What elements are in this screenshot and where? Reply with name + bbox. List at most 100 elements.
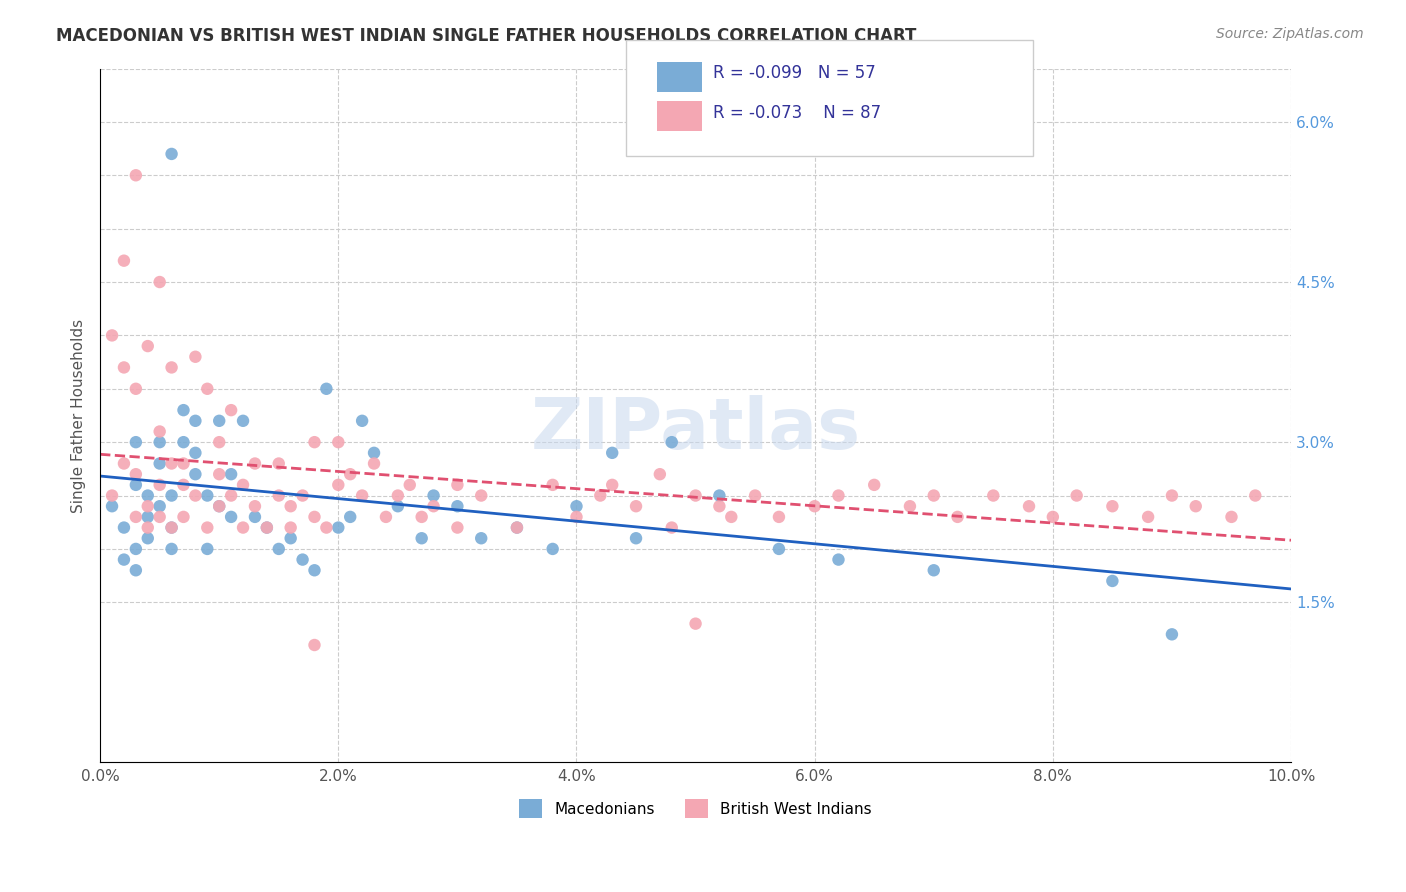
Point — [1042, 509, 1064, 524]
Point — [219, 403, 242, 417]
Point — [136, 509, 159, 524]
Point — [195, 520, 218, 534]
Point — [219, 489, 242, 503]
Point — [243, 509, 266, 524]
Point — [125, 435, 148, 450]
Point — [1161, 627, 1184, 641]
Point — [149, 478, 172, 492]
Point — [315, 520, 337, 534]
Point — [374, 509, 396, 524]
Point — [768, 541, 790, 556]
Point — [398, 478, 420, 492]
Point — [352, 414, 374, 428]
Point — [101, 500, 124, 514]
Point — [173, 457, 195, 471]
Point — [446, 520, 468, 534]
Point — [470, 489, 492, 503]
Point — [149, 509, 172, 524]
Point — [898, 500, 921, 514]
Point — [125, 168, 148, 182]
Point — [328, 478, 350, 492]
Y-axis label: Single Father Households: Single Father Households — [72, 318, 86, 513]
Point — [363, 446, 385, 460]
Point — [304, 435, 326, 450]
Point — [136, 520, 159, 534]
Point — [506, 520, 529, 534]
Point — [256, 520, 278, 534]
Point — [709, 500, 731, 514]
Point — [446, 500, 468, 514]
Point — [149, 457, 172, 471]
Point — [173, 435, 195, 450]
Point — [256, 520, 278, 534]
Point — [219, 467, 242, 482]
Point — [1220, 509, 1243, 524]
Point — [267, 457, 290, 471]
Point — [280, 520, 302, 534]
Point — [195, 489, 218, 503]
Point — [208, 414, 231, 428]
Point — [160, 457, 183, 471]
Point — [304, 563, 326, 577]
Point — [291, 552, 314, 566]
Point — [565, 509, 588, 524]
Point — [328, 520, 350, 534]
Point — [280, 531, 302, 545]
Point — [387, 489, 409, 503]
Point — [136, 489, 159, 503]
Point — [219, 509, 242, 524]
Point — [112, 360, 135, 375]
Point — [101, 489, 124, 503]
Point — [1066, 489, 1088, 503]
Point — [160, 520, 183, 534]
Point — [149, 425, 172, 439]
Point — [565, 500, 588, 514]
Point — [720, 509, 742, 524]
Point — [267, 489, 290, 503]
Point — [101, 328, 124, 343]
Point — [685, 489, 707, 503]
Point — [744, 489, 766, 503]
Point — [661, 435, 683, 450]
Point — [1161, 489, 1184, 503]
Point — [506, 520, 529, 534]
Point — [922, 489, 945, 503]
Point — [112, 552, 135, 566]
Point — [541, 478, 564, 492]
Point — [363, 457, 385, 471]
Point — [184, 489, 207, 503]
Point — [1137, 509, 1160, 524]
Point — [184, 446, 207, 460]
Point — [195, 382, 218, 396]
Point — [624, 531, 647, 545]
Point — [125, 563, 148, 577]
Point — [173, 509, 195, 524]
Point — [112, 520, 135, 534]
Point — [149, 275, 172, 289]
Point — [387, 500, 409, 514]
Point — [232, 478, 254, 492]
Point — [208, 500, 231, 514]
Point — [149, 435, 172, 450]
Point — [243, 457, 266, 471]
Point — [624, 500, 647, 514]
Point — [648, 467, 671, 482]
Point — [803, 500, 825, 514]
Point — [1244, 489, 1267, 503]
Point — [208, 467, 231, 482]
Point — [184, 467, 207, 482]
Point — [411, 531, 433, 545]
Point — [160, 147, 183, 161]
Point — [600, 446, 623, 460]
Point — [125, 509, 148, 524]
Point — [946, 509, 969, 524]
Text: ZIPatlas: ZIPatlas — [530, 395, 860, 464]
Point — [136, 500, 159, 514]
Point — [112, 457, 135, 471]
Point — [160, 360, 183, 375]
Point — [149, 500, 172, 514]
Legend: Macedonians, British West Indians: Macedonians, British West Indians — [513, 793, 879, 824]
Point — [1018, 500, 1040, 514]
Point — [243, 500, 266, 514]
Text: MACEDONIAN VS BRITISH WEST INDIAN SINGLE FATHER HOUSEHOLDS CORRELATION CHART: MACEDONIAN VS BRITISH WEST INDIAN SINGLE… — [56, 27, 917, 45]
